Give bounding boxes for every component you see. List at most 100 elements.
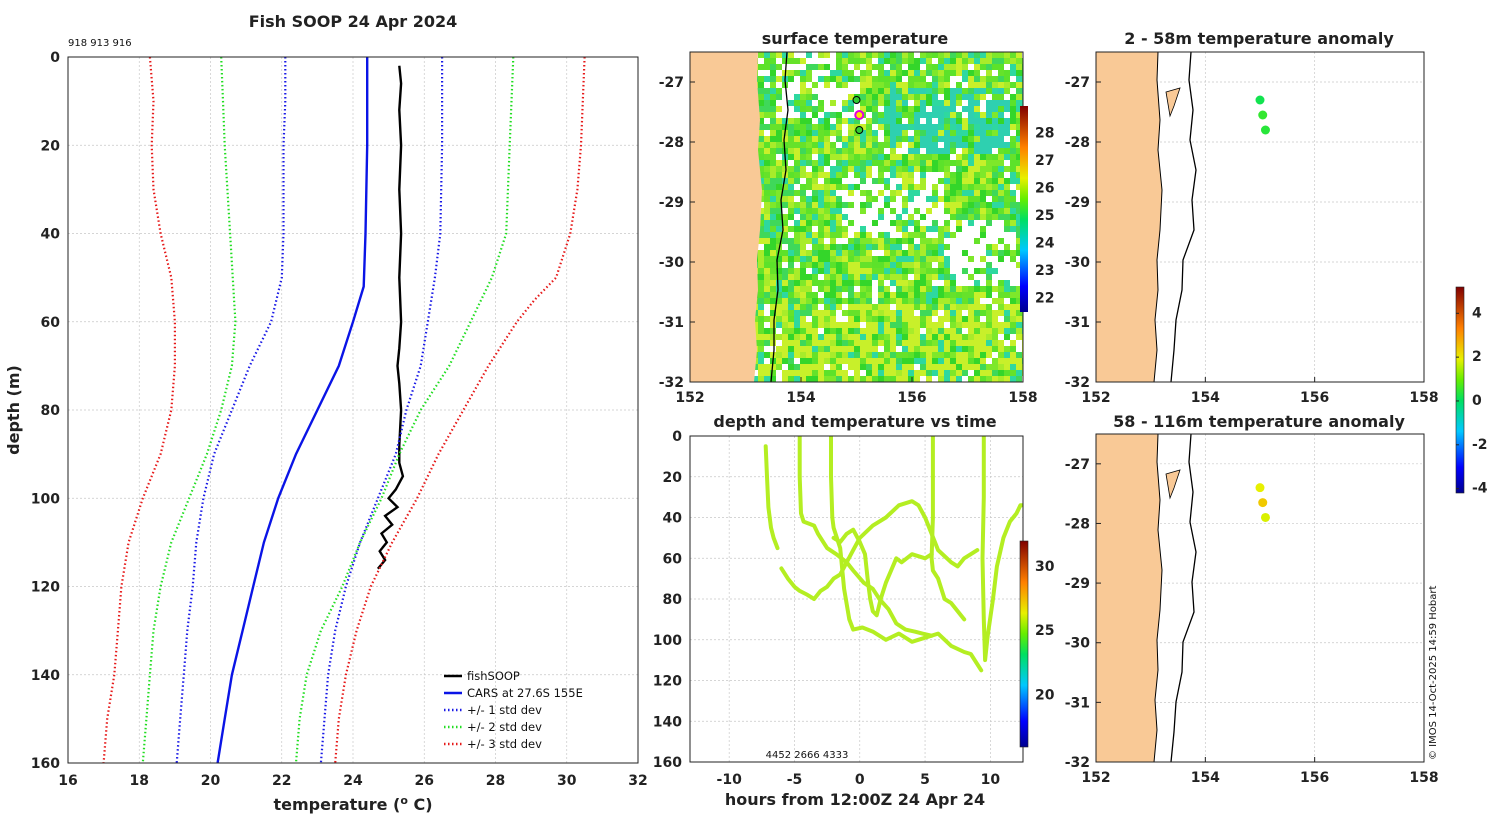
- sst-cell: [920, 340, 926, 346]
- sst-cell: [884, 310, 890, 316]
- sst-cell: [842, 130, 848, 136]
- sst-cell: [806, 316, 812, 322]
- sst-cell: [818, 112, 824, 118]
- sst-cell: [860, 94, 866, 100]
- sst-cell: [854, 304, 860, 310]
- sst-cell: [956, 244, 962, 250]
- profile-axes-box: [67, 56, 639, 764]
- sst-cell: [980, 100, 986, 106]
- sst-cell: [1016, 100, 1022, 106]
- sst-cell: [884, 112, 890, 118]
- sst-cell: [986, 340, 992, 346]
- sst-cell: [824, 76, 830, 82]
- sst-cell: [1016, 142, 1022, 148]
- sst-cell: [782, 280, 788, 286]
- anomaly-colorbar-tick: 2: [1472, 349, 1482, 365]
- sst-cell: [794, 118, 800, 124]
- sst-cell: [914, 70, 920, 76]
- sst-cell: [962, 292, 968, 298]
- sst-cell: [938, 346, 944, 352]
- profile-ytick: 160: [31, 756, 60, 772]
- sst-cell: [944, 160, 950, 166]
- sst-cell: [788, 136, 794, 142]
- sst-cell: [764, 226, 770, 232]
- sst-cell: [974, 274, 980, 280]
- sst-cell: [980, 112, 986, 118]
- sst-cell: [992, 232, 998, 238]
- sst-cell: [938, 292, 944, 298]
- sst-cell: [908, 334, 914, 340]
- sst-cell: [836, 220, 842, 226]
- sst-cell: [992, 352, 998, 358]
- sst-cell: [872, 76, 878, 82]
- sst-cell: [770, 292, 776, 298]
- sst-cell: [938, 88, 944, 94]
- sst-cell: [872, 310, 878, 316]
- sst-cell: [992, 76, 998, 82]
- sst-cell: [1016, 148, 1022, 154]
- sst-cell: [926, 244, 932, 250]
- sst-cell: [824, 220, 830, 226]
- sst-cell: [956, 196, 962, 202]
- sst-cell: [1016, 184, 1022, 190]
- sst-cell: [998, 124, 1004, 130]
- sst-cell: [998, 130, 1004, 136]
- sst-profile-point: [854, 110, 865, 120]
- sst-cell: [794, 334, 800, 340]
- sst-cell: [1010, 358, 1016, 364]
- sst-cell: [914, 58, 920, 64]
- sst-cell: [890, 184, 896, 190]
- sst-cell: [776, 358, 782, 364]
- sst-cell: [782, 112, 788, 118]
- sst-cell: [968, 346, 974, 352]
- sst-cell: [824, 208, 830, 214]
- sst-cell: [788, 262, 794, 268]
- map-ytick: -31: [1065, 315, 1090, 331]
- sst-cell: [854, 232, 860, 238]
- anom-deep-points: [1255, 483, 1270, 522]
- sst-cell: [950, 280, 956, 286]
- sst-cell: [890, 364, 896, 370]
- depth-time-colorbar-tick: 20: [1035, 688, 1055, 704]
- sst-cell: [920, 148, 926, 154]
- sst-cell: [956, 52, 962, 58]
- sst-cell: [818, 76, 824, 82]
- sst-cell: [974, 292, 980, 298]
- sst-cell: [908, 172, 914, 178]
- sst-cell: [980, 244, 986, 250]
- sst-cell: [758, 214, 764, 220]
- sst-cell: [896, 244, 902, 250]
- sst-cell: [860, 190, 866, 196]
- sst-cell: [836, 58, 842, 64]
- sst-cell: [812, 52, 818, 58]
- sst-cell: [872, 52, 878, 58]
- sst-cell: [998, 112, 1004, 118]
- sst-cell: [794, 76, 800, 82]
- sst-cell: [992, 364, 998, 370]
- sst-cell: [854, 190, 860, 196]
- sst-cell: [920, 274, 926, 280]
- depth-time-xlabel: hours from 12:00Z 24 Apr 24: [725, 790, 985, 809]
- sst-cell: [932, 358, 938, 364]
- sst-cell: [782, 316, 788, 322]
- sst-cell: [848, 244, 854, 250]
- sst-cell: [800, 196, 806, 202]
- sst-cell: [1016, 226, 1022, 232]
- sst-cell: [788, 142, 794, 148]
- sst-cell: [944, 130, 950, 136]
- sst-cell: [1016, 376, 1022, 382]
- sst-cell: [938, 316, 944, 322]
- sst-cell: [944, 334, 950, 340]
- sst-cell: [764, 196, 770, 202]
- sst-cell: [974, 256, 980, 262]
- sst-cell: [1010, 196, 1016, 202]
- sst-cell: [878, 238, 884, 244]
- sst-cell: [800, 166, 806, 172]
- anom-deep-isobath: [1170, 434, 1197, 762]
- sst-cell: [902, 370, 908, 376]
- sst-cell: [884, 292, 890, 298]
- sst-cell: [788, 166, 794, 172]
- sst-cell: [1004, 346, 1010, 352]
- sst-cell: [848, 178, 854, 184]
- sst-cell: [824, 166, 830, 172]
